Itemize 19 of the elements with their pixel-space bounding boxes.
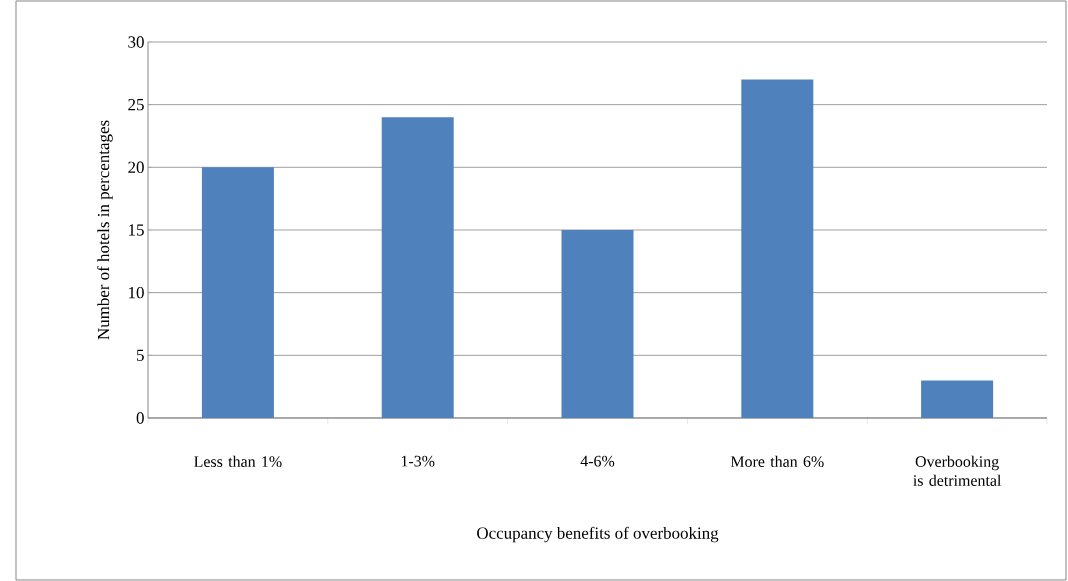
bar	[921, 380, 994, 418]
y-tick-label: 5	[137, 349, 144, 361]
x-tick-label: 1-3%	[401, 455, 435, 467]
y-tick-label: 30	[128, 36, 144, 48]
x-tick-label: 4-6%	[580, 455, 615, 467]
bar	[561, 229, 634, 418]
bar	[201, 167, 274, 418]
x-tick-label: More than 6%	[730, 455, 824, 468]
y-tick-label: 20	[128, 161, 144, 174]
x-tick-label: Less than 1%	[194, 455, 282, 468]
y-tick-label: 0	[136, 412, 144, 424]
bar	[381, 117, 454, 418]
bar	[741, 79, 814, 418]
y-tick-label: 10	[129, 286, 144, 299]
y-tick-label: 15	[129, 224, 144, 236]
y-axis-title: Number of hotels in percentages	[97, 120, 113, 340]
y-tick-label: 25	[128, 98, 144, 111]
x-tick-label: Overbooking is detrimental	[913, 455, 1002, 486]
x-axis-title: Occupancy benefits of overbooking	[477, 526, 719, 543]
